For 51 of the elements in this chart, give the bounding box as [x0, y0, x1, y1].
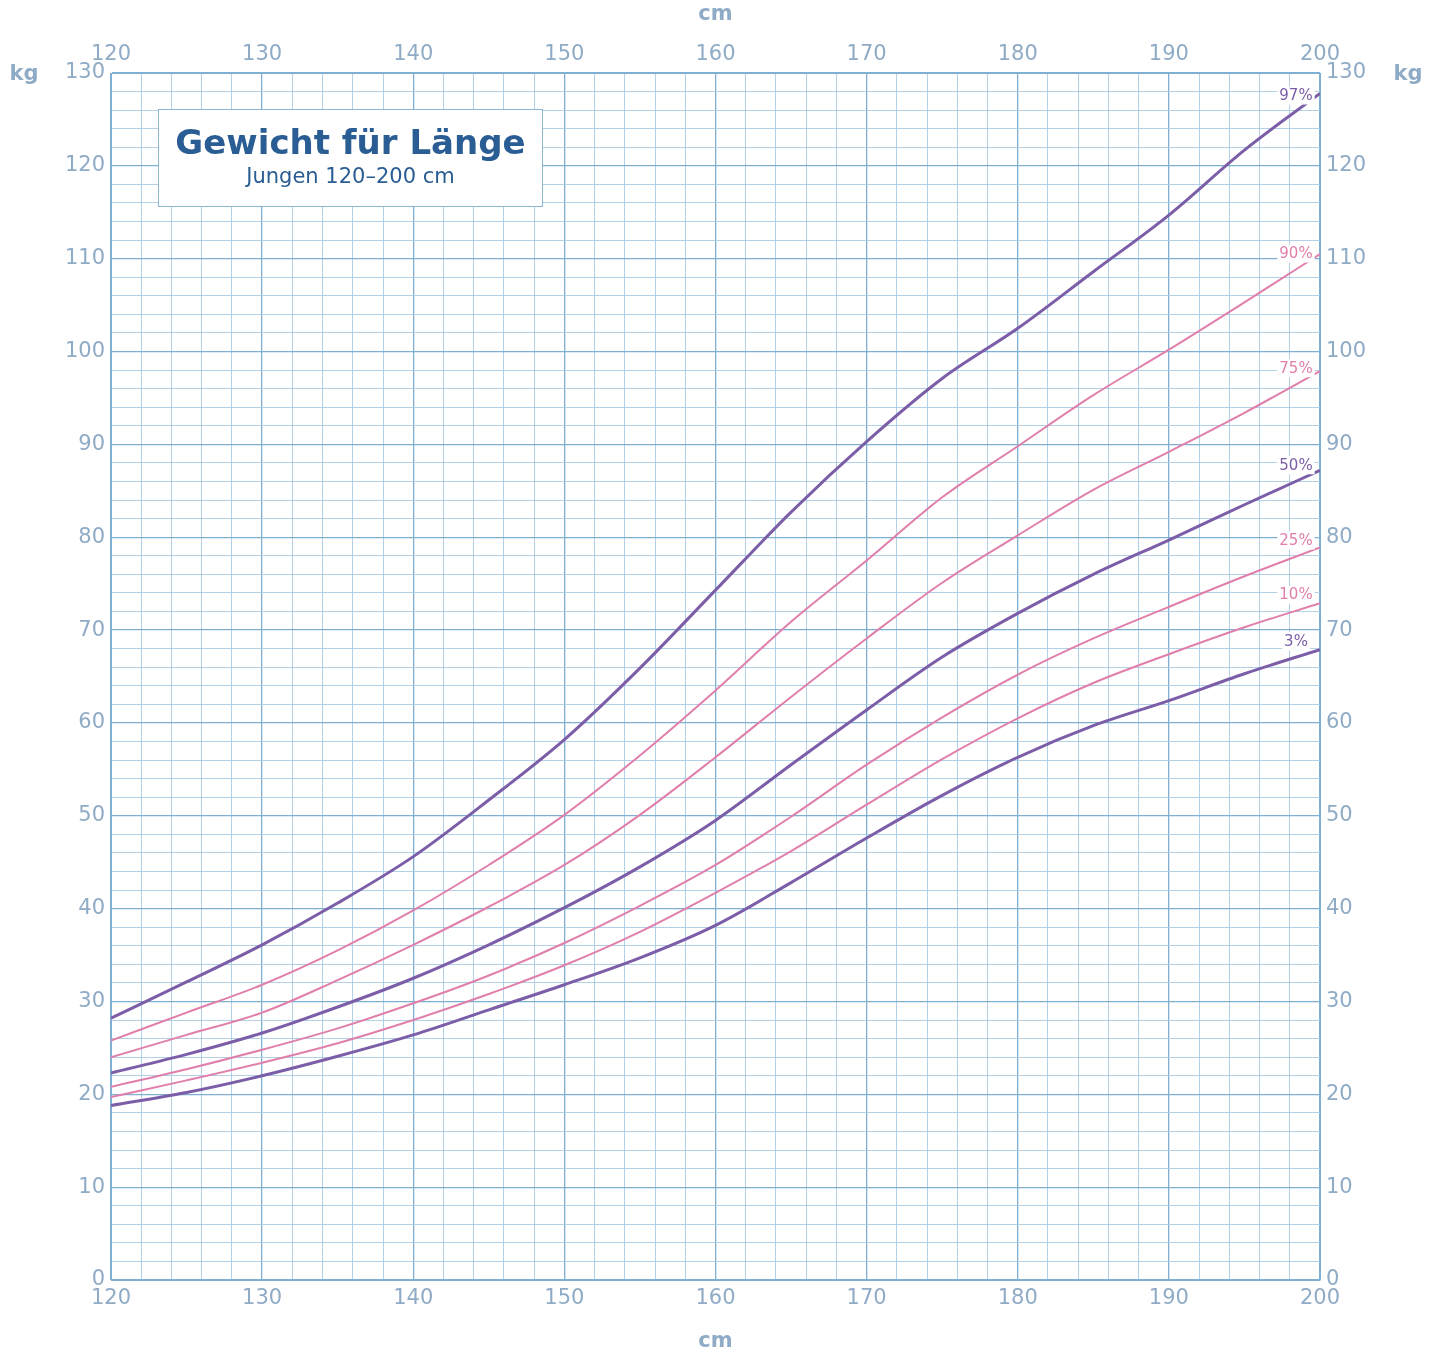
y2-axis-title: kg	[1393, 61, 1423, 86]
y-tick-label: 40	[78, 895, 105, 920]
y2-tick-label: 60	[1326, 709, 1353, 734]
y2-tick-label: 90	[1326, 430, 1353, 455]
x-tick-label: 140	[393, 1285, 434, 1310]
y-tick-label: 120	[64, 152, 105, 177]
y-axis-title: kg	[9, 61, 39, 86]
y2-tick-label: 110	[1326, 245, 1367, 270]
series-label: 3%	[1284, 631, 1308, 650]
x2-axis-title: cm	[698, 1, 733, 26]
y2-tick-label: 10	[1326, 1173, 1353, 1198]
y2-tick-label: 30	[1326, 987, 1353, 1012]
series-label: 97%	[1279, 85, 1313, 104]
series-label: 25%	[1279, 530, 1313, 549]
x2-tick-label: 130	[242, 40, 283, 65]
x2-tick-label: 160	[695, 40, 736, 65]
y2-tick-label: 70	[1326, 616, 1353, 641]
y-tick-label: 70	[78, 616, 105, 641]
x2-tick-label: 140	[393, 40, 434, 65]
x-tick-label: 150	[544, 1285, 585, 1310]
y-tick-label: 90	[78, 430, 105, 455]
y-tick-label: 80	[78, 523, 105, 548]
text: Jungen 120–200 cm	[244, 164, 456, 188]
y-tick-label: 20	[78, 1080, 105, 1105]
x-axis-title: cm	[698, 1328, 733, 1353]
y-tick-label: 10	[78, 1173, 105, 1198]
y2-tick-label: 120	[1326, 152, 1367, 177]
x-tick-label: 190	[1148, 1285, 1189, 1310]
series-label: 90%	[1279, 243, 1313, 262]
y2-tick-label: 80	[1326, 523, 1353, 548]
y2-tick-label: 20	[1326, 1080, 1353, 1105]
x-tick-label: 160	[695, 1285, 736, 1310]
y-tick-label: 100	[64, 337, 105, 362]
series-label: 50%	[1279, 455, 1313, 474]
x2-tick-label: 190	[1148, 40, 1189, 65]
y2-tick-label: 100	[1326, 337, 1367, 362]
x-tick-label: 180	[997, 1285, 1038, 1310]
x-tick-label: 170	[846, 1285, 887, 1310]
series-label: 10%	[1279, 585, 1313, 604]
x2-tick-label: 180	[997, 40, 1038, 65]
y-tick-label: 50	[78, 802, 105, 827]
y2-tick-label: 40	[1326, 895, 1353, 920]
text: Gewicht für Länge	[174, 122, 527, 162]
x2-tick-label: 150	[544, 40, 585, 65]
x2-tick-label: 170	[846, 40, 887, 65]
y-tick-label: 60	[78, 709, 105, 734]
y-tick-label: 30	[78, 987, 105, 1012]
y2-tick-label: 50	[1326, 802, 1353, 827]
y-tick-label: 110	[64, 245, 105, 270]
x-tick-label: 130	[242, 1285, 283, 1310]
series-label: 75%	[1279, 358, 1313, 377]
